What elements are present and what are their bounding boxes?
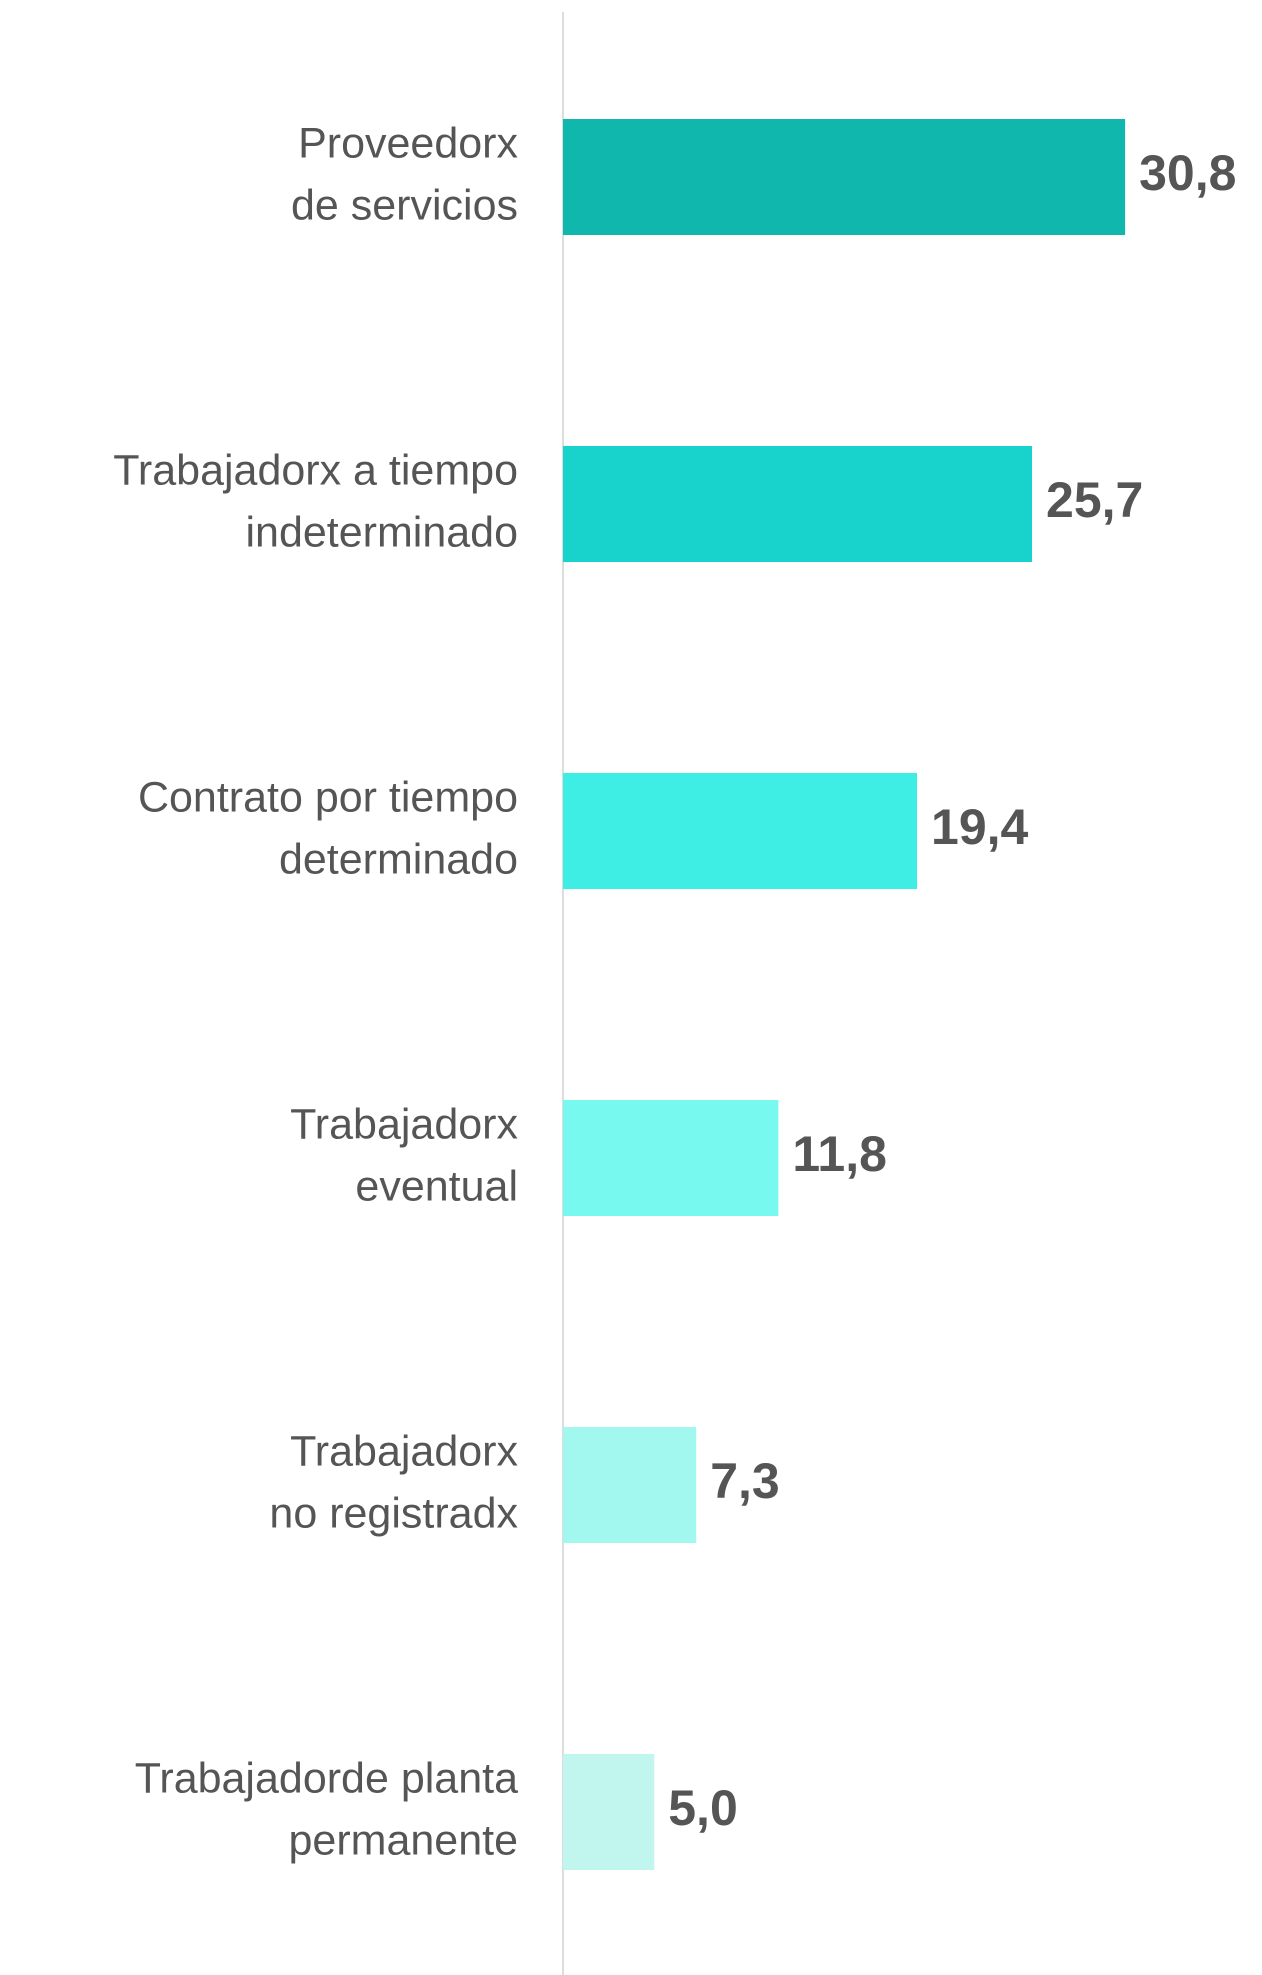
category-label: determinado [279, 835, 518, 883]
bar [563, 773, 918, 889]
value-label: 25,7 [1046, 472, 1143, 528]
category-label: de servicios [291, 181, 518, 229]
bar [563, 119, 1126, 235]
category-label: Proveedorx [298, 119, 518, 167]
category-label: Trabajadorde planta [135, 1754, 518, 1802]
bar [563, 1100, 779, 1216]
category-label: Trabajadorx [290, 1427, 518, 1475]
bar [563, 1754, 655, 1870]
value-label: 5,0 [668, 1780, 738, 1836]
category-label: Trabajadorx a tiempo [113, 446, 518, 494]
category-label: indeterminado [245, 508, 518, 556]
value-label: 7,3 [710, 1453, 780, 1509]
category-label: Contrato por tiempo [138, 773, 518, 821]
value-label: 30,8 [1139, 145, 1236, 201]
category-label: no registradx [269, 1489, 518, 1537]
bar [563, 446, 1033, 562]
category-label: permanente [289, 1816, 519, 1864]
category-label: eventual [355, 1162, 518, 1210]
bar [563, 1427, 697, 1543]
category-label: Trabajadorx [290, 1100, 518, 1148]
value-label: 19,4 [931, 799, 1029, 855]
value-label: 11,8 [792, 1126, 887, 1182]
